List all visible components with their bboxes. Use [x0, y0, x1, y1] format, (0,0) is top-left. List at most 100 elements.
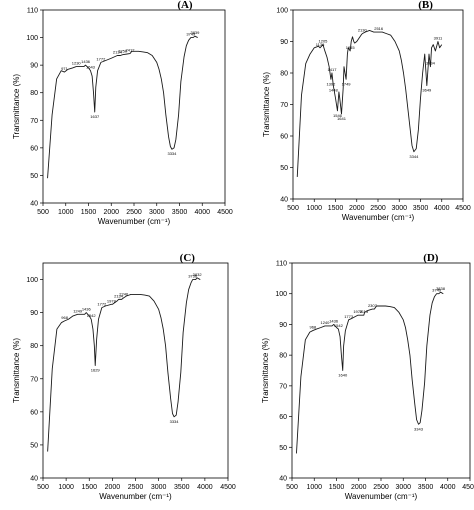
- peak-label: 968: [309, 325, 316, 330]
- peak-label: 3343: [414, 426, 424, 431]
- y-tick-label: 80: [280, 71, 288, 78]
- peak-label: 3344: [409, 154, 419, 159]
- peak-label: 1542: [334, 323, 344, 328]
- y-tick-label: 90: [30, 310, 38, 317]
- y-tick-label: 90: [279, 322, 287, 329]
- y-tick-label: 100: [26, 35, 38, 42]
- x-tick-label: 3500: [413, 205, 429, 212]
- peak-label: 3749: [186, 32, 196, 37]
- y-tick-label: 70: [280, 102, 288, 109]
- x-tick-label: 1000: [306, 205, 322, 212]
- x-tick-label: 4000: [440, 484, 456, 491]
- y-tick-label: 70: [30, 376, 38, 383]
- y-tick-label: 60: [30, 145, 38, 152]
- x-tick-label: 2000: [103, 209, 119, 216]
- y-tick-label: 60: [280, 134, 288, 141]
- plot-frame-a: [42, 9, 226, 204]
- peak-label: 1448: [329, 88, 339, 93]
- y-tick-label: 100: [275, 291, 287, 298]
- peak-label: 2307: [368, 303, 378, 308]
- panel-b-chart: 500 1000 1500 2000 2500 3000 3500 4000 4500 40 50 6…: [262, 0, 471, 222]
- peak-label: 1773: [344, 314, 354, 319]
- y-tick-label: 40: [280, 197, 288, 204]
- peak-label: 3334: [167, 151, 177, 156]
- y-tick-label: 100: [26, 277, 38, 284]
- spectrum-line-d: [296, 291, 444, 454]
- peak-label: 3749: [432, 288, 442, 293]
- x-tick-label: 1000: [306, 484, 322, 491]
- x-tick-label: 4500: [217, 209, 233, 216]
- y-tick-label: 80: [279, 353, 287, 360]
- spectrum-line-a: [47, 35, 198, 179]
- y-tick-label: 50: [30, 442, 38, 449]
- x-tick-label: 3500: [418, 484, 434, 491]
- peak-label: 1845: [346, 45, 356, 50]
- peak-label: 1543: [86, 65, 96, 70]
- y-axis-title-b: Transmittance (%): [262, 72, 271, 137]
- y-tick-label: 50: [280, 165, 288, 172]
- peak-label: 1249: [73, 308, 83, 313]
- x-tick-label: 4500: [455, 205, 471, 212]
- x-tick-label: 4000: [434, 205, 450, 212]
- x-tick-label: 4500: [220, 484, 236, 491]
- peak-label: 2516: [374, 26, 384, 31]
- peak-label: 1978: [107, 298, 117, 303]
- peak-label: 1417: [328, 67, 338, 72]
- x-tick-label: 1000: [58, 484, 74, 491]
- x-tick-label: 4000: [194, 209, 210, 216]
- y-tick-label: 50: [30, 173, 38, 180]
- spectrum-line-c: [47, 277, 201, 452]
- peak-label: 1436: [82, 307, 92, 312]
- x-tick-label: 2500: [126, 209, 142, 216]
- y-axis-title-a: Transmittance (%): [12, 74, 21, 139]
- x-axis-title-d: Wavenumber (cm⁻¹): [345, 492, 418, 501]
- panel-d-chart: 500 1000 1500 2000 2500 3000 3500 4000 4500 40 50 6…: [261, 252, 474, 501]
- y-tick-label: 60: [30, 409, 38, 416]
- peak-label: 1136: [316, 42, 325, 47]
- y-axis-title-c: Transmittance (%): [12, 338, 21, 403]
- peak-label: 971: [61, 66, 68, 71]
- x-tick-label: 3000: [391, 205, 407, 212]
- peak-label: 1640: [338, 373, 348, 378]
- peak-label: 2113: [359, 309, 368, 314]
- x-axis-title-a: Wavenumber (cm⁻¹): [98, 217, 171, 226]
- y-tick-label: 80: [30, 90, 38, 97]
- peak-label: 3838: [436, 286, 446, 291]
- peak-label: 3649: [422, 88, 432, 93]
- peak-label: 1436: [81, 59, 91, 64]
- x-tick-label: 500: [286, 484, 298, 491]
- peak-label: 3334: [170, 419, 180, 424]
- x-tick-label: 500: [37, 209, 49, 216]
- peak-label: 1772: [96, 56, 106, 61]
- panel-label-d: (D): [423, 252, 439, 264]
- peak-label: 1230: [72, 61, 82, 66]
- x-axis-title-b: Wavenumber (cm⁻¹): [342, 213, 415, 222]
- x-tick-label: 500: [37, 484, 49, 491]
- x-axis-title-c: Wavenumber (cm⁻¹): [99, 492, 172, 501]
- peak-label: 1542: [87, 313, 97, 318]
- peak-label: 3839: [190, 30, 200, 35]
- y-tick-label: 90: [30, 63, 38, 70]
- x-tick-label: 1500: [81, 209, 97, 216]
- peak-label: 1772: [97, 302, 107, 307]
- x-tick-label: 2500: [128, 484, 144, 491]
- peak-label: 2246: [119, 292, 129, 297]
- peak-label: 2250: [118, 49, 128, 54]
- y-tick-label: 40: [30, 476, 38, 483]
- peak-label: 3736: [188, 274, 198, 279]
- y-tick-label: 110: [27, 8, 38, 15]
- x-tick-label: 4500: [462, 484, 474, 491]
- y-tick-label: 90: [280, 39, 288, 46]
- peak-label: 3734: [426, 61, 436, 66]
- x-tick-label: 2000: [351, 484, 367, 491]
- y-tick-label: 100: [276, 8, 288, 15]
- y-tick-label: 50: [279, 445, 287, 452]
- x-tick-label: 3000: [151, 484, 167, 491]
- panel-label-a: (A): [177, 0, 193, 11]
- y-tick-label: 110: [276, 261, 287, 268]
- plot-frame-c: [42, 262, 229, 479]
- peak-label: 1637: [90, 114, 100, 119]
- y-tick-label: 70: [279, 383, 287, 390]
- y-tick-label: 40: [279, 476, 287, 483]
